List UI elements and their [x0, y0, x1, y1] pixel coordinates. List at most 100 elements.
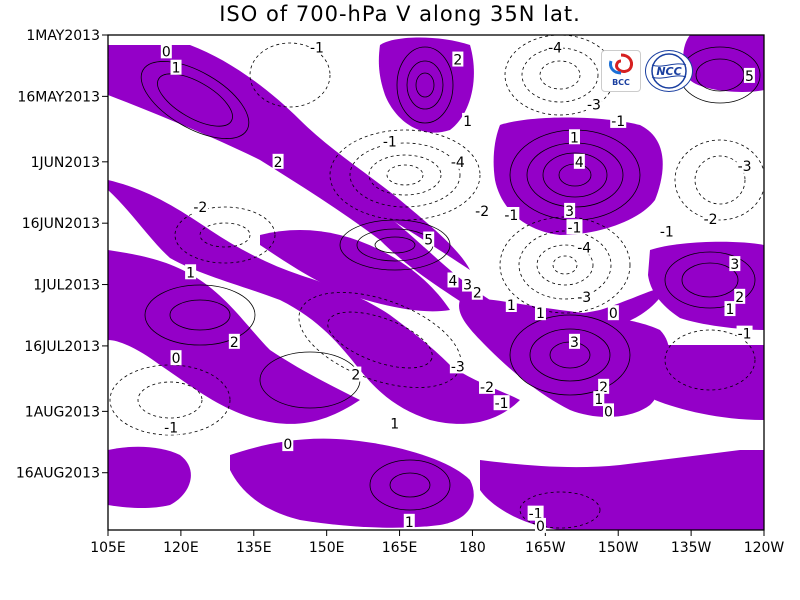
contour-line [539, 60, 581, 90]
contour-label: 0 [604, 404, 613, 420]
contour-line [518, 230, 612, 300]
x-tick-label: 120E [163, 540, 199, 556]
contour-label: 1 [536, 306, 545, 322]
contour-label-box [493, 395, 510, 411]
y-axis: 1MAY2013 16MAY2013 1JUN2013 16JUN2013 1JUL20… [16, 28, 108, 482]
contour-label: 2 [274, 155, 283, 171]
contour-label: 0 [283, 437, 292, 453]
contour-label: -2 [704, 212, 718, 228]
contour-label-box [568, 333, 580, 349]
contour-line [406, 60, 444, 110]
contour-label: 3 [570, 335, 579, 351]
contour-label-box [593, 391, 605, 407]
contour-line [681, 262, 739, 298]
contour-label: 1 [594, 392, 603, 408]
contour-label-box [282, 436, 294, 452]
contour-label-box [729, 256, 741, 272]
contour-label-box [743, 67, 755, 83]
y-tick-label: 16JUN2013 [22, 216, 100, 232]
contour-line [249, 42, 331, 108]
contour-line [199, 222, 251, 248]
contour-line [386, 164, 424, 186]
contour-label-box [170, 59, 182, 75]
contour-label: -2 [480, 380, 494, 396]
contour-line [664, 251, 756, 309]
contour-label-box [403, 513, 415, 529]
contour-line [664, 329, 756, 391]
contour-label: -4 [451, 155, 465, 171]
contour-line [174, 206, 276, 264]
contour-line [521, 47, 599, 103]
contour-line [529, 328, 611, 382]
contour-label-box [702, 211, 719, 227]
x-tick-label: 135W [671, 540, 712, 556]
contour-label: 3 [730, 257, 739, 273]
contour-label: 1 [507, 298, 516, 314]
contour-label: -3 [451, 359, 465, 375]
contour-label-box [452, 51, 464, 67]
contour-label: -2 [193, 200, 207, 216]
contour-label-box [449, 358, 466, 374]
positive-region [480, 450, 764, 530]
contour-line [144, 284, 256, 346]
contour-label: 5 [424, 233, 433, 249]
contour-label: 1 [172, 61, 181, 77]
positive-region [108, 446, 191, 509]
ncc-logo: NCC [645, 50, 693, 92]
y-tick-label: 1AUG2013 [25, 404, 100, 420]
contour-label-box [576, 239, 593, 255]
contour-label: -2 [475, 204, 489, 220]
contour-label: -1 [310, 40, 324, 56]
y-tick-label: 16JUL2013 [24, 339, 100, 355]
contour-label: 3 [463, 278, 472, 294]
contour-label-box [566, 219, 583, 235]
contour-label: -3 [738, 159, 752, 175]
contour-label-box [736, 325, 753, 341]
contour-label-box [503, 207, 520, 222]
contour-label: 0 [172, 351, 181, 367]
contour-label-box [547, 39, 564, 55]
x-tick-label: 150E [309, 540, 345, 556]
contour-label-box [505, 297, 517, 312]
positive-region [459, 298, 670, 417]
contour-line [368, 154, 442, 196]
contour-label: -1 [660, 224, 674, 240]
contour-line [499, 216, 631, 314]
contour-label-box [350, 366, 362, 382]
contour-label-box [610, 112, 627, 128]
contour-label: -1 [495, 396, 509, 412]
contour-label: 1 [463, 114, 472, 130]
contour-label: 3 [565, 204, 574, 220]
contour-label-box [534, 517, 546, 533]
contour-label: 1 [726, 302, 735, 318]
contour-line [157, 73, 233, 127]
x-tick-label: 180 [459, 540, 486, 556]
contour-line [694, 155, 746, 205]
contour-line [329, 129, 481, 221]
contour-label-box [192, 198, 209, 214]
contour-label-box [585, 96, 602, 112]
positive-region [493, 117, 663, 235]
contour-label-box [389, 415, 401, 431]
contour-label-box [658, 223, 675, 239]
positive-region [260, 230, 450, 312]
contour-line [349, 142, 461, 208]
contour-label-box [170, 350, 182, 366]
contour-label: 5 [745, 69, 754, 85]
contour-label: -1 [738, 327, 752, 343]
contour-label: -1 [611, 114, 625, 130]
positive-region [643, 345, 764, 420]
y-tick-label: 1MAY2013 [26, 28, 100, 44]
y-tick-label: 16AUG2013 [16, 466, 100, 482]
contour-label: 2 [473, 286, 482, 302]
contour-label-box [734, 288, 746, 304]
x-tick-label: 135E [236, 540, 272, 556]
contour-line [674, 139, 764, 221]
bcc-logo-text: BCC [612, 78, 630, 87]
contour-label: 0 [536, 519, 545, 535]
contour-label: 4 [575, 155, 584, 171]
positive-region [378, 37, 474, 133]
contour-label-box [598, 378, 610, 394]
contour-label: -1 [504, 208, 518, 224]
